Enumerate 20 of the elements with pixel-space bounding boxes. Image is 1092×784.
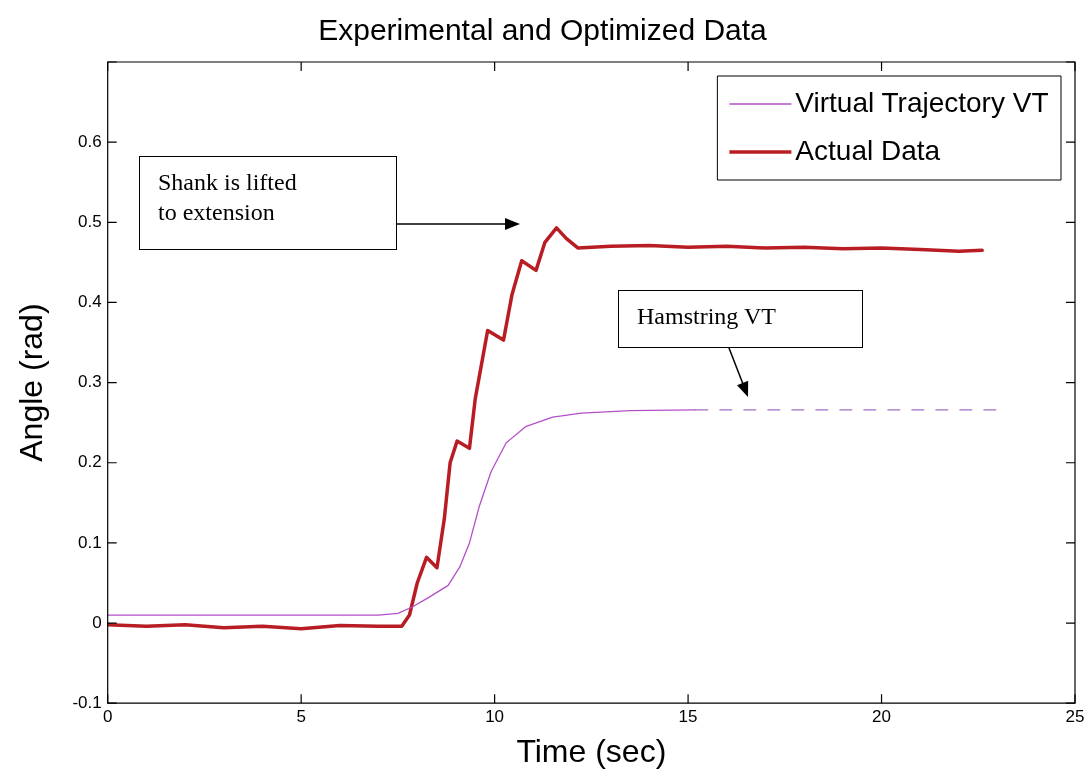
y-tick-label: 0 bbox=[92, 612, 102, 632]
y-tick-label: 0.5 bbox=[78, 211, 102, 231]
callout-box: Shank is lifted to extension bbox=[139, 156, 397, 250]
y-tick-label: 0.6 bbox=[78, 131, 102, 151]
x-tick-label: 5 bbox=[296, 707, 306, 727]
legend-label: Virtual Trajectory VT bbox=[795, 86, 1049, 118]
x-tick-label: 20 bbox=[872, 707, 891, 727]
legend-label: Actual Data bbox=[795, 134, 941, 166]
y-tick-label: 0.1 bbox=[78, 532, 102, 552]
y-tick-label: 0.4 bbox=[78, 292, 102, 312]
callout-box: Hamstring VT bbox=[618, 290, 863, 348]
y-axis-title: Angle (rad) bbox=[13, 303, 50, 462]
y-tick-label: 0.2 bbox=[78, 452, 102, 472]
x-tick-label: 25 bbox=[1065, 707, 1085, 727]
y-tick-label: 0.3 bbox=[78, 372, 102, 392]
x-tick-label: 10 bbox=[485, 707, 505, 727]
y-tick-label: -0.1 bbox=[72, 692, 102, 712]
chart-title: Experimental and Optimized Data bbox=[318, 13, 768, 47]
x-axis-title: Time (sec) bbox=[516, 732, 667, 769]
x-tick-label: 15 bbox=[678, 707, 698, 727]
